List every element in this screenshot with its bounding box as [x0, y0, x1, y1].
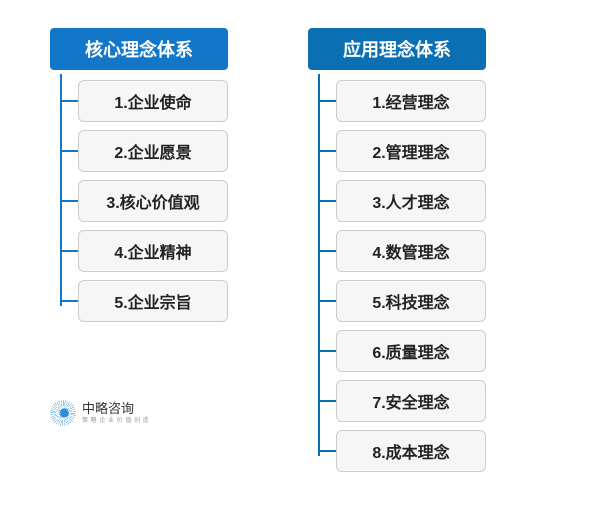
item-box: 5.科技理念	[336, 280, 486, 322]
item-box: 3.核心价值观	[78, 180, 228, 222]
item-box: 4.数管理念	[336, 230, 486, 272]
tree-core: 1.企业使命 2.企业愿景 3.核心价值观 4.企业精神 5.企业宗旨	[50, 80, 228, 320]
tree-item: 8.成本理念	[336, 430, 486, 470]
tree-hconnector	[60, 100, 78, 102]
tree-hconnector	[318, 400, 336, 402]
item-box: 5.企业宗旨	[78, 280, 228, 322]
tree-hconnector	[318, 100, 336, 102]
tree-item: 6.质量理念	[336, 330, 486, 370]
logo-text-wrap: 中略咨询 策 略 企 业 价 值 创 造	[82, 402, 149, 424]
item-box: 1.经营理念	[336, 80, 486, 122]
tree-vline	[60, 74, 62, 306]
logo: 中略咨询 策 略 企 业 价 值 创 造	[50, 400, 149, 426]
tree-hconnector	[318, 450, 336, 452]
item-box: 3.人才理念	[336, 180, 486, 222]
tree-hconnector	[318, 200, 336, 202]
logo-text: 中略咨询	[82, 402, 149, 415]
tree-item: 1.企业使命	[78, 80, 228, 120]
item-box: 1.企业使命	[78, 80, 228, 122]
tree-item: 4.数管理念	[336, 230, 486, 270]
tree-applied: 1.经营理念 2.管理理念 3.人才理念 4.数管理念 5.科技理念 6.质量理念 7.安全…	[308, 80, 486, 470]
logo-subtext: 策 略 企 业 价 值 创 造	[82, 415, 149, 424]
tree-vline	[318, 74, 320, 456]
column-applied: 应用理念体系 1.经营理念 2.管理理念 3.人才理念 4.数管理念 5.科技理念 6.质量…	[308, 28, 486, 470]
tree-item: 2.管理理念	[336, 130, 486, 170]
logo-burst-icon	[50, 400, 76, 426]
item-box: 2.管理理念	[336, 130, 486, 172]
tree-item: 5.企业宗旨	[78, 280, 228, 320]
column-header-core: 核心理念体系	[50, 28, 228, 70]
tree-item: 1.经营理念	[336, 80, 486, 120]
tree-item: 3.核心价值观	[78, 180, 228, 220]
tree-hconnector	[318, 300, 336, 302]
tree-hconnector	[60, 300, 78, 302]
tree-hconnector	[318, 250, 336, 252]
tree-item: 5.科技理念	[336, 280, 486, 320]
tree-item: 4.企业精神	[78, 230, 228, 270]
tree-item: 3.人才理念	[336, 180, 486, 220]
tree-hconnector	[318, 350, 336, 352]
tree-hconnector	[60, 150, 78, 152]
item-box: 2.企业愿景	[78, 130, 228, 172]
tree-hconnector	[318, 150, 336, 152]
item-box: 8.成本理念	[336, 430, 486, 472]
tree-hconnector	[60, 200, 78, 202]
item-box: 4.企业精神	[78, 230, 228, 272]
item-box: 6.质量理念	[336, 330, 486, 372]
tree-hconnector	[60, 250, 78, 252]
tree-item: 2.企业愿景	[78, 130, 228, 170]
tree-item: 7.安全理念	[336, 380, 486, 420]
column-header-applied: 应用理念体系	[308, 28, 486, 70]
item-box: 7.安全理念	[336, 380, 486, 422]
